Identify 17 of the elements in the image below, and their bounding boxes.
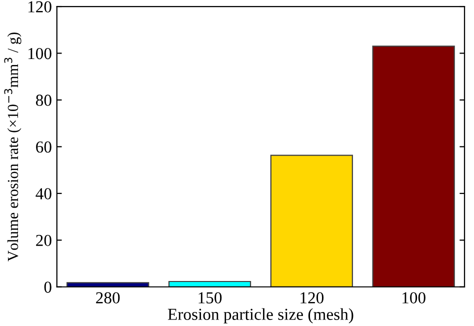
bar	[168, 280, 252, 287]
y-tick-label: 20	[36, 234, 52, 246]
y-tick-label: 0	[44, 282, 52, 293]
y-tick-label: 80	[36, 94, 52, 106]
y-tick-label: 40	[36, 188, 52, 200]
y-tick-label: 100	[28, 48, 52, 60]
x-tick-label: 150	[198, 292, 222, 304]
y-tick-label: 120	[28, 1, 52, 12]
x-tick-label: 120	[300, 292, 324, 304]
bar	[270, 154, 353, 287]
x-axis-title: Erosion particle size (mesh)	[168, 308, 354, 324]
bar	[66, 282, 150, 287]
y-tick-label: 60	[36, 141, 52, 153]
bar	[372, 46, 455, 287]
x-tick-label: 280	[96, 292, 120, 304]
x-tick-label: 100	[402, 292, 426, 304]
y-axis-title: Volume erosion rate (×10$^{−3}$mm$^{3}$ / g)	[4, 32, 22, 262]
